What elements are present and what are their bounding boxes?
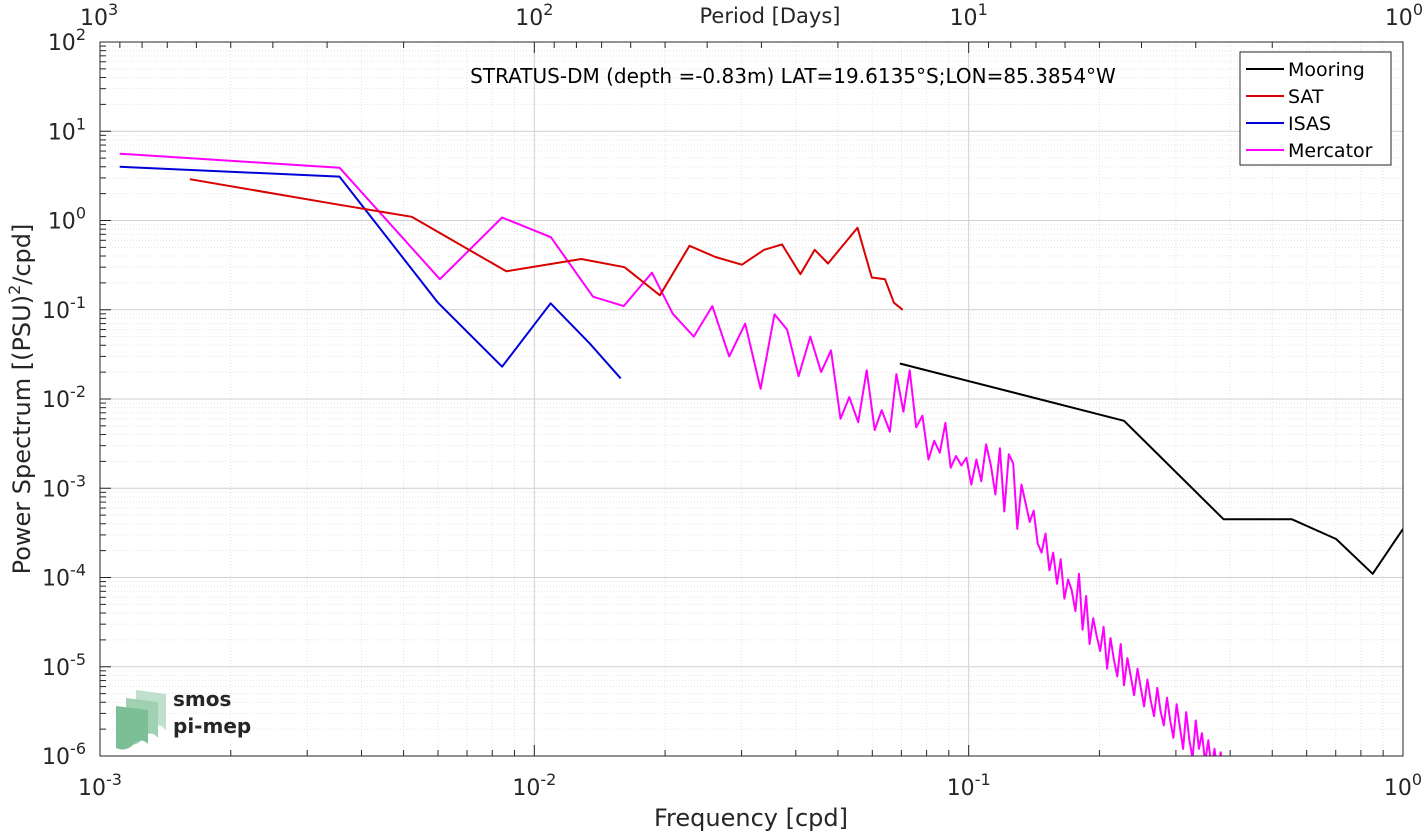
top-tick-label: 100 [1385, 0, 1423, 31]
series-layer [119, 152, 1403, 756]
y-tick-label: 10-4 [42, 561, 86, 592]
logo-text-pi-mep: pi-mep [173, 714, 251, 738]
logo-wave-front [116, 706, 148, 750]
series-line-sat [189, 178, 904, 311]
logo-text-smos: smos [173, 687, 231, 711]
y-tick-label: 10-5 [42, 650, 86, 681]
y-tick-label: 101 [48, 114, 86, 145]
x-tick-label: 10-2 [512, 770, 556, 801]
y-tick-label: 10-2 [42, 382, 86, 413]
smos-pi-mep-logo: smos pi-mep [116, 687, 251, 750]
y-tick-label: 100 [48, 204, 86, 235]
x-tick-label: 100 [1384, 770, 1422, 801]
top-tick-label: 102 [515, 0, 553, 31]
legend-label-sat: SAT [1288, 86, 1324, 108]
legend-label-mercator: Mercator [1288, 140, 1373, 162]
y-axis-label: Power Spectrum [(PSU)2/cpd] [5, 224, 36, 575]
y-tick-label: 10-6 [42, 739, 86, 770]
series-line-mooring [899, 362, 1403, 575]
series-line-mercator [119, 152, 1223, 756]
y-tick-label: 102 [48, 25, 86, 56]
series-line-isas [119, 165, 622, 380]
legend: Mooring SAT ISAS Mercator [1239, 51, 1392, 166]
x-tick-label: 10-3 [78, 770, 122, 801]
legend-label-mooring: Mooring [1288, 59, 1365, 81]
top-tick-label: 101 [950, 0, 988, 31]
chart-title: STRATUS-DM (depth =-0.83m) LAT=19.6135°S… [470, 64, 1116, 88]
legend-label-isas: ISAS [1288, 113, 1331, 135]
x-axis-label: Frequency [cpd] [654, 804, 848, 832]
legend-box [1239, 51, 1392, 166]
x-tick-label: 10-1 [947, 770, 991, 801]
y-tick-label: 10-1 [42, 293, 86, 324]
tick-marks [99, 41, 1404, 757]
top-tick-label: 103 [80, 0, 118, 31]
top-axis-label: Period [Days] [700, 4, 841, 28]
y-tick-label: 10-3 [42, 471, 86, 502]
